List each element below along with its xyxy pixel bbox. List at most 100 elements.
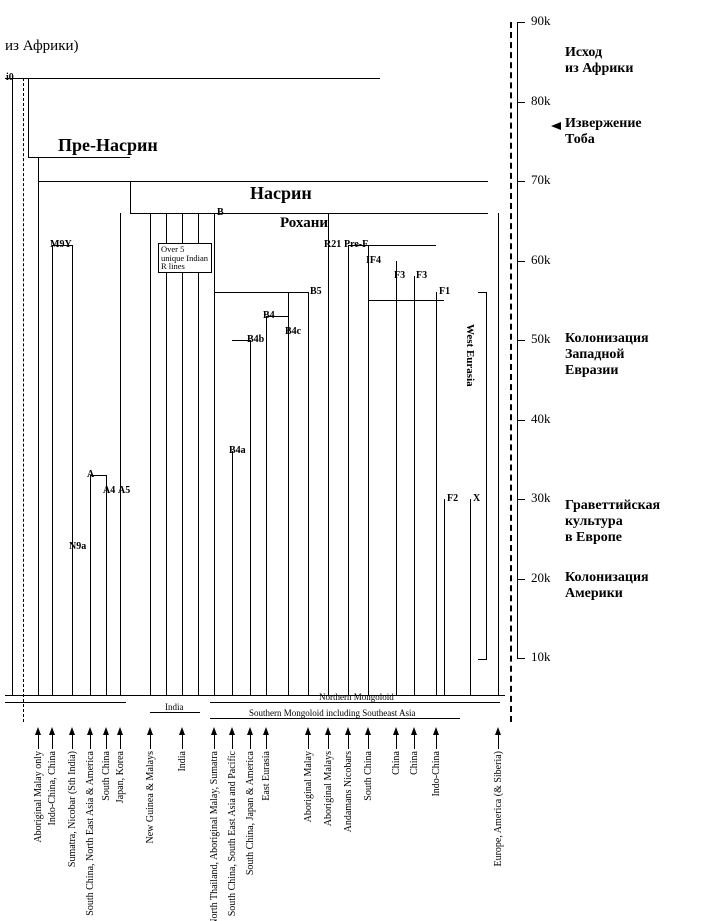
band-pre <box>28 157 130 158</box>
annotation: Западной <box>565 347 625 363</box>
lineage <box>166 213 167 695</box>
tick-label-90: 90k <box>531 13 551 29</box>
lineage-label: A4 <box>103 485 115 496</box>
lineage <box>444 499 445 695</box>
tick-label-10: 10k <box>531 649 551 665</box>
band-roh <box>130 213 488 214</box>
band-nas <box>38 181 488 182</box>
annotation: Тоба <box>565 132 595 148</box>
lineage <box>52 245 53 695</box>
tick-90 <box>517 22 525 23</box>
annotation: культура <box>565 514 623 530</box>
lineage-label: i0 <box>6 72 14 83</box>
bracket <box>478 292 487 660</box>
region-arrow <box>345 727 351 735</box>
lineage <box>328 213 329 695</box>
region-label: China <box>409 751 420 775</box>
lineage <box>90 475 91 695</box>
lineage-label: F3 <box>416 270 427 281</box>
lineage <box>106 475 107 695</box>
tick-40 <box>517 420 525 421</box>
lineage-label: B <box>217 207 224 218</box>
region-label: Indo-China <box>431 751 442 797</box>
annotation: Исход <box>565 45 602 61</box>
tick-label-60: 60k <box>531 252 551 268</box>
lineage <box>368 245 369 695</box>
lineage-label: B4c <box>285 326 301 337</box>
region-label: East Eurasia <box>261 751 272 801</box>
lineage-label: B5 <box>310 286 322 297</box>
lineage-label: R21 <box>324 239 341 250</box>
annotation: в Европе <box>565 530 622 546</box>
lineage <box>214 213 215 695</box>
annotation: Граветтийская <box>565 498 660 514</box>
lineage-label: IF4 <box>366 255 381 266</box>
root-bar <box>5 78 380 79</box>
lineage <box>308 292 309 695</box>
tick-60 <box>517 261 525 262</box>
lineage <box>198 213 199 695</box>
vertical-label: West Eurasia <box>464 324 476 387</box>
band-label-roh: Рохани <box>280 215 328 232</box>
region-group: Northern Mongoloid <box>319 692 394 702</box>
region-arrow <box>393 727 399 735</box>
lineage <box>250 340 251 695</box>
region-arrow <box>179 727 185 735</box>
annotation: Колонизация <box>565 331 649 347</box>
tick-label-40: 40k <box>531 411 551 427</box>
lineage <box>470 499 471 695</box>
region-arrow <box>495 727 501 735</box>
band-label-pre: Пре-Насрин <box>58 135 158 156</box>
region-arrow <box>35 727 41 735</box>
region-arrow <box>325 727 331 735</box>
region-arrow <box>263 727 269 735</box>
lineage <box>72 245 73 695</box>
lineage <box>414 276 415 695</box>
col-dashed <box>23 78 24 722</box>
lineage-label: F3 <box>394 270 405 281</box>
region-label: Europe, America (& Siberia) <box>493 751 504 867</box>
region-label: South China, North East Asia & America <box>85 751 96 916</box>
region-arrow <box>87 727 93 735</box>
tick-20 <box>517 579 525 580</box>
annotation: Колонизация <box>565 570 649 586</box>
region-arrow <box>147 727 153 735</box>
tick-50 <box>517 340 525 341</box>
annotation: Евразии <box>565 363 618 379</box>
phylogeny-diagram: из Африки)90k80k70k60k50k40k30k20k10kИсх… <box>0 0 704 921</box>
region-label: China <box>391 751 402 775</box>
lineage-label: A5 <box>118 485 130 496</box>
region-label: Aboriginal Malays <box>323 751 334 826</box>
region-arrow <box>433 727 439 735</box>
region-arrow <box>69 727 75 735</box>
region-label: Aboriginal Malay only <box>33 751 44 843</box>
tick-label-30: 30k <box>531 490 551 506</box>
region-label: Indo-China, China <box>47 751 58 825</box>
lineage <box>288 292 289 695</box>
region-arrow <box>411 727 417 735</box>
annotation: Извержение <box>565 116 642 132</box>
tick-label-20: 20k <box>531 570 551 586</box>
lineage <box>182 213 183 695</box>
lineage <box>436 292 437 695</box>
lineage-label: B4a <box>229 445 246 456</box>
tick-label-70: 70k <box>531 172 551 188</box>
region-label: Andamans Nicobars <box>343 751 354 832</box>
region-label: Sumatra, Nicobar (Sth India) <box>67 751 78 867</box>
region-group: Southern Mongoloid including Southeast A… <box>249 708 416 718</box>
region-arrow <box>49 727 55 735</box>
tick-80 <box>517 102 525 103</box>
region-arrow <box>365 727 371 735</box>
region-arrow <box>247 727 253 735</box>
lineage-label: N9a <box>69 541 86 552</box>
tick-label-80: 80k <box>531 93 551 109</box>
region-label: Japan, Korea <box>115 751 126 803</box>
lineage <box>120 213 121 695</box>
region-arrow <box>305 727 311 735</box>
lineage <box>498 213 499 695</box>
lineage <box>12 78 13 695</box>
region-arrow <box>211 727 217 735</box>
region-arrow <box>229 727 235 735</box>
lineage <box>396 261 397 696</box>
lineage <box>266 316 267 695</box>
